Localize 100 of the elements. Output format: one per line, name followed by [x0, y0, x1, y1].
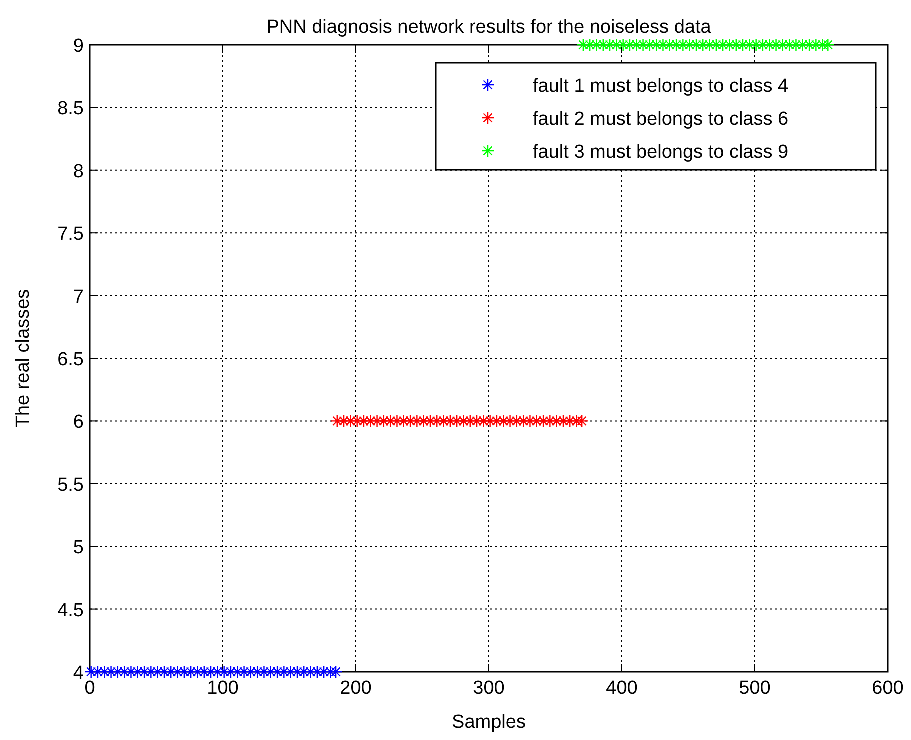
point: [264, 665, 278, 679]
y-tick-label: 6: [73, 412, 84, 434]
point: [703, 38, 716, 52]
point: [683, 38, 696, 52]
point: [544, 414, 557, 428]
y-tick-label: 4: [73, 663, 84, 684]
point: [590, 38, 604, 52]
point: [164, 665, 178, 679]
point: [516, 414, 530, 428]
point: [131, 665, 144, 679]
point: [91, 665, 105, 679]
point: [270, 665, 284, 679]
point: [410, 414, 424, 428]
y-tick-label: 5.5: [58, 474, 84, 496]
point: [377, 414, 391, 428]
point: [450, 414, 464, 428]
point: [178, 665, 192, 679]
point: [330, 414, 344, 428]
point: [710, 38, 724, 52]
point: [716, 38, 730, 52]
point: [623, 38, 637, 52]
point: [111, 665, 125, 679]
x-tick-label: 0: [84, 678, 96, 699]
point: [756, 38, 770, 52]
legend-label: fault 2 must belongs to class 6: [533, 109, 789, 130]
point: [796, 38, 810, 52]
point: [510, 414, 524, 428]
point: [730, 38, 743, 52]
point: [158, 665, 172, 679]
y-tick-label: 5: [73, 538, 84, 559]
point: [397, 414, 410, 428]
point: [278, 665, 291, 679]
point: [776, 38, 790, 52]
y-tick-label: 7: [73, 286, 84, 308]
point: [337, 414, 351, 428]
point: [444, 414, 458, 428]
point: [384, 414, 398, 428]
point: [763, 38, 776, 52]
point: [636, 38, 650, 52]
point: [290, 665, 304, 679]
point: [344, 414, 358, 428]
point: [350, 414, 364, 428]
point: [536, 414, 550, 428]
point: [457, 414, 470, 428]
point: [603, 38, 617, 52]
point: [690, 38, 704, 52]
point: [570, 414, 584, 428]
point: [650, 38, 664, 52]
x-tick-label: 300: [473, 678, 505, 699]
point: [231, 665, 244, 679]
point: [610, 38, 624, 52]
point: [583, 38, 597, 52]
point: [630, 38, 644, 52]
y-tick-label: 8: [73, 161, 84, 182]
point: [84, 665, 98, 679]
point: [676, 38, 690, 52]
legend-label: fault 1 must belongs to class 4: [533, 76, 790, 97]
point: [616, 38, 630, 52]
point: [770, 38, 783, 52]
x-tick-label: 600: [872, 678, 904, 699]
point: [802, 38, 816, 52]
point: [470, 414, 484, 428]
point: [484, 414, 497, 428]
x-tick-label: 400: [606, 678, 638, 699]
point: [670, 38, 684, 52]
point: [550, 414, 564, 428]
point: [530, 414, 544, 428]
point: [576, 414, 589, 428]
point: [118, 665, 132, 679]
point: [564, 414, 577, 428]
point: [576, 38, 590, 52]
point: [238, 665, 251, 679]
point: [390, 414, 404, 428]
point: [304, 665, 318, 679]
point: [743, 38, 756, 52]
chart-title: PNN diagnosis network results for the noiseless data: [266, 17, 712, 38]
point: [204, 665, 218, 679]
point: [198, 665, 211, 679]
point: [464, 414, 477, 428]
point: [822, 38, 835, 52]
point: [524, 414, 537, 428]
point: [104, 665, 118, 679]
x-axis-title: Samples: [452, 712, 526, 733]
point: [224, 665, 238, 679]
x-tick-label: 100: [207, 678, 239, 699]
y-tick-label: 7.5: [58, 224, 84, 246]
point: [696, 38, 710, 52]
point: [790, 38, 803, 52]
y-tick-label: 6.5: [58, 350, 84, 370]
x-tick-label: 500: [739, 678, 771, 699]
x-tick-label: 200: [340, 678, 372, 699]
point: [258, 665, 271, 679]
point: [284, 665, 298, 679]
point: [124, 665, 138, 679]
point: [816, 38, 830, 52]
point: [364, 414, 378, 428]
point: [138, 665, 152, 679]
point: [723, 38, 736, 52]
point: [497, 414, 510, 428]
point: [298, 665, 311, 679]
